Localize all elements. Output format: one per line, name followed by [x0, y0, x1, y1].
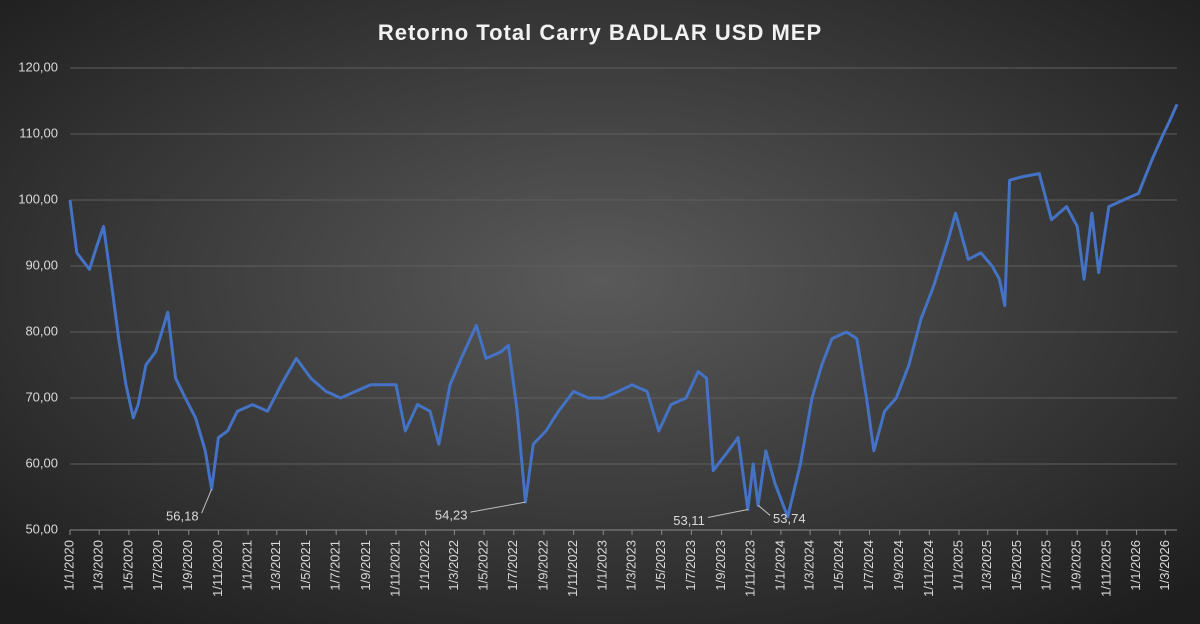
x-tick-label: 1/1/2026	[1128, 540, 1143, 591]
y-tick-label: 100,00	[18, 191, 58, 206]
annotation-label: 53,74	[773, 511, 806, 526]
y-tick-label: 80,00	[25, 323, 58, 338]
y-tick-label: 50,00	[25, 521, 58, 536]
x-tick-label: 1/11/2020	[210, 540, 225, 597]
x-tick-label: 1/3/2026	[1157, 540, 1172, 591]
x-tick-label: 1/1/2022	[417, 540, 432, 591]
y-tick-label: 110,00	[19, 125, 58, 140]
x-tick-label: 1/1/2024	[772, 540, 787, 591]
x-tick-label: 1/9/2023	[713, 540, 728, 591]
y-tick-label: 60,00	[25, 455, 58, 470]
x-tick-label: 1/3/2023	[623, 540, 638, 591]
x-tick-label: 1/5/2023	[653, 540, 668, 591]
x-tick-label: 1/7/2020	[150, 540, 165, 591]
x-tick-label: 1/9/2021	[358, 540, 373, 591]
x-tick-label: 1/1/2025	[950, 540, 965, 591]
x-tick-label: 1/11/2024	[921, 540, 936, 597]
x-tick-label: 1/3/2021	[268, 540, 283, 591]
y-tick-label: 90,00	[25, 257, 58, 272]
x-tick-label: 1/3/2025	[979, 540, 994, 591]
x-tick-label: 1/9/2022	[535, 540, 550, 591]
chart-title: Retorno Total Carry BADLAR USD MEP	[378, 20, 822, 45]
annotation-label: 53,11	[673, 513, 705, 528]
x-tick-label: 1/11/2021	[387, 540, 402, 597]
x-tick-label: 1/11/2022	[565, 540, 580, 597]
x-tick-label: 1/5/2022	[476, 540, 491, 591]
x-tick-label: 1/3/2024	[802, 540, 817, 591]
x-tick-label: 1/9/2020	[180, 540, 195, 591]
x-tick-label: 1/1/2021	[240, 540, 255, 591]
x-tick-label: 1/11/2025	[1098, 540, 1113, 597]
x-tick-label: 1/7/2024	[861, 540, 876, 591]
x-tick-label: 1/7/2023	[683, 540, 698, 591]
x-tick-label: 1/1/2023	[595, 540, 610, 591]
x-tick-label: 1/5/2021	[298, 540, 313, 591]
annotation-label: 54,23	[435, 508, 468, 523]
x-tick-label: 1/3/2022	[446, 540, 461, 591]
x-tick-label: 1/5/2024	[831, 540, 846, 591]
x-tick-label: 1/9/2025	[1069, 540, 1084, 591]
annotation-leader	[707, 508, 748, 518]
x-tick-label: 1/11/2023	[743, 540, 758, 597]
annotation-label: 56,18	[166, 509, 199, 524]
x-tick-label: 1/7/2025	[1039, 540, 1054, 591]
x-tick-label: 1/1/2020	[61, 540, 76, 591]
x-tick-label: 1/5/2020	[120, 540, 135, 591]
x-tick-label: 1/5/2025	[1009, 540, 1024, 591]
series-line	[68, 103, 1179, 519]
x-tick-label: 1/7/2021	[328, 540, 343, 591]
x-tick-label: 1/3/2020	[91, 540, 106, 591]
x-tick-label: 1/7/2022	[505, 540, 520, 591]
annotation-leader	[470, 501, 526, 513]
annotation-leader	[757, 504, 771, 516]
annotation-leader	[201, 489, 213, 514]
y-tick-label: 120,00	[18, 59, 58, 74]
x-tick-label: 1/9/2024	[891, 540, 906, 591]
y-tick-label: 70,00	[25, 389, 58, 404]
